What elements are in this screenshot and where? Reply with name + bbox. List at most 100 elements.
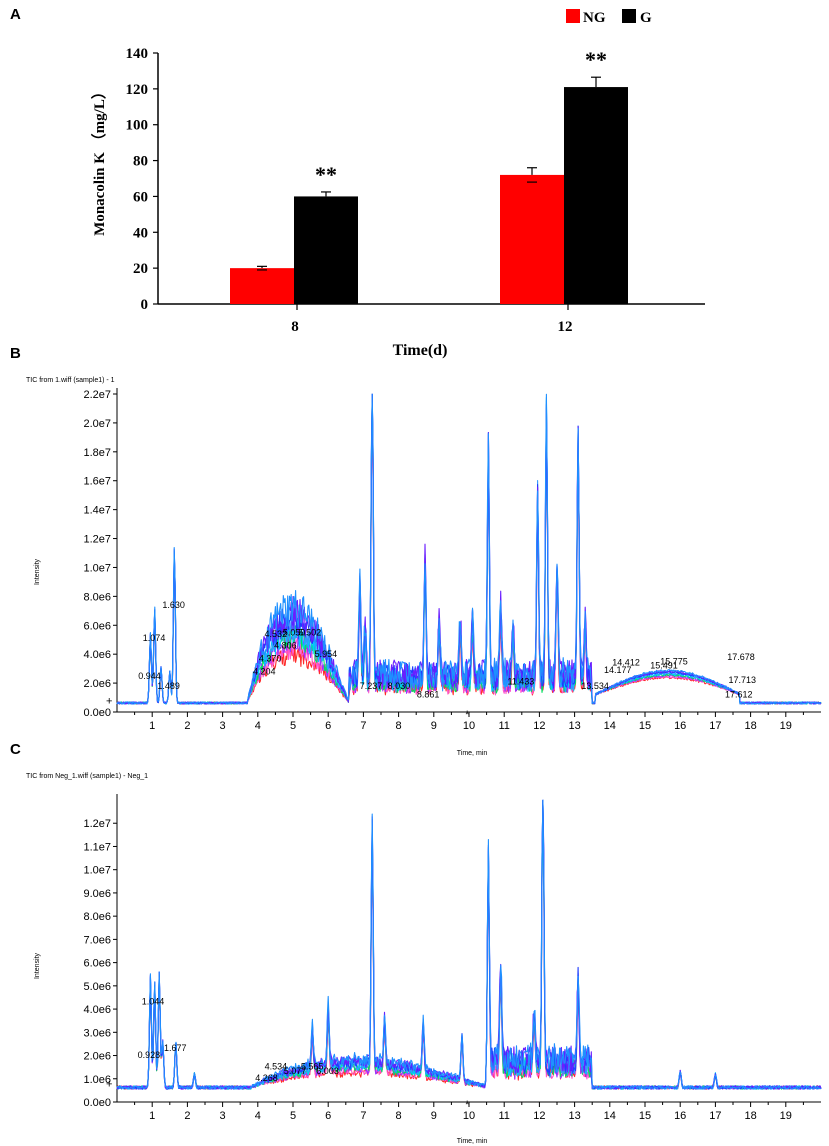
y-tick-label: 1.1e7: [83, 841, 111, 853]
peak-label: 4.806: [274, 640, 297, 650]
x-tick-label: 3: [220, 1110, 226, 1122]
legend: NG G: [566, 9, 652, 26]
y-tick-label: 2.0e6: [83, 678, 111, 690]
bar-chart: A NG G Monacolin K （mg/L） Time(d) 0 20 40 6…: [10, 6, 705, 359]
tic-trace: [116, 799, 822, 1090]
y-tick-label: 0.0e0: [83, 707, 111, 719]
x-tick-label: 11: [498, 1110, 509, 1122]
peak-label: 4.204: [253, 666, 276, 676]
x-tick-label: 7: [360, 1110, 366, 1122]
y-tick-label: 2.2e7: [83, 389, 111, 401]
bar-ng-8: [230, 268, 294, 304]
x-tick-label: 13: [568, 720, 580, 732]
x-tick-label: 9: [431, 1110, 437, 1122]
x-tick-label: 7: [360, 720, 366, 732]
y-tick-label: 6.0e6: [83, 620, 111, 632]
x-axis-label-b: Time, min: [457, 750, 488, 757]
tic-trace: [116, 399, 822, 705]
peak-label: 14.412: [612, 658, 640, 668]
x-tick-label: 12: [533, 1110, 545, 1122]
peak-label: 5.954: [315, 649, 338, 659]
y-tick-label: 4.0e6: [83, 1004, 111, 1016]
significance-mark: **: [585, 47, 607, 72]
peak-label: 0.944: [138, 671, 161, 681]
y-tick-label: 1.0e6: [83, 1074, 111, 1086]
x-tick-label: 8: [291, 319, 299, 335]
panel-label-c: C: [10, 741, 21, 758]
y-tick-label: 6.0e6: [83, 958, 111, 970]
y-tick-label: 80: [133, 154, 148, 170]
x-tick-label: 15: [639, 1110, 651, 1122]
x-tick-label: 19: [780, 1110, 792, 1122]
y-tick-label: 2.0e6: [83, 1051, 111, 1063]
peak-label: 5.077: [284, 1066, 307, 1076]
cursor-marker: *: [465, 1099, 470, 1111]
legend-swatch-ng: [566, 9, 580, 23]
y-tick-label: 0: [141, 297, 149, 313]
legend-label-ng: NG: [583, 10, 606, 26]
x-tick-label: 6: [325, 720, 331, 732]
x-tick-label: 10: [463, 1110, 475, 1122]
x-tick-label: 12: [533, 720, 545, 732]
peak-label: 1.630: [162, 600, 185, 610]
tic-trace: [116, 393, 822, 705]
x-tick-label: 1: [149, 720, 155, 732]
y-tick-label: 8.0e6: [83, 591, 111, 603]
y-tick-label: 60: [133, 189, 148, 205]
peak-label: 14.177: [604, 665, 632, 675]
y-axis-label-c: Intensity: [34, 952, 41, 979]
peak-label: 5.565: [301, 1061, 324, 1071]
x-axis-label: Time(d): [393, 342, 448, 359]
tic-trace: [116, 393, 822, 705]
x-tick-label: 18: [744, 720, 756, 732]
chart-title-b: TIC from 1.wiff (sample1) - 1: [26, 377, 115, 384]
cursor-marker: *: [465, 709, 470, 721]
peak-label: 1.044: [142, 996, 165, 1006]
y-tick-label: 4.0e6: [83, 649, 111, 661]
x-tick-label: 19: [780, 720, 792, 732]
chart-title-c: TIC from Neg_1.wiff (sample1) - Neg_1: [26, 773, 148, 780]
peak-label: 4.268: [255, 1073, 278, 1083]
peak-label: 13.534: [581, 681, 609, 691]
x-axis-label-c: Time, min: [457, 1138, 488, 1145]
tic-trace: [117, 393, 822, 705]
y-tick-label: 140: [126, 46, 149, 62]
tic-trace: [116, 799, 822, 1090]
peak-label: 17.713: [728, 675, 756, 685]
x-tick-label: 6: [325, 1110, 331, 1122]
y-tick-label: 1.2e7: [83, 818, 111, 830]
x-tick-label: 5: [290, 720, 296, 732]
tic-trace: [116, 799, 822, 1090]
tic-trace: [116, 799, 822, 1090]
x-tick-label: 8: [396, 1110, 402, 1122]
peak-label: 5.502: [299, 627, 322, 637]
x-tick-label: 12: [558, 319, 573, 335]
x-tick-label: 10: [463, 720, 475, 732]
peak-label: 0.928: [138, 1050, 161, 1060]
significance-mark: **: [315, 162, 337, 187]
x-tick-label: 17: [709, 720, 721, 732]
x-tick-label: 1: [149, 1110, 155, 1122]
y-axis-label-b: Intensity: [34, 558, 41, 585]
peak-label: 1.074: [143, 633, 166, 643]
peak-label: 4.532: [265, 629, 288, 639]
tic-trace: [116, 393, 822, 705]
tic-chromatogram-b: B TIC from 1.wiff (sample1) - 1 Intensit…: [10, 345, 822, 757]
peak-label: 17.612: [725, 690, 753, 700]
x-tick-label: 11: [498, 720, 509, 732]
y-tick-label: 7.0e6: [83, 934, 111, 946]
y-tick-label: 1.4e7: [83, 505, 111, 517]
peak-label: 6.003: [316, 1066, 339, 1076]
tic-trace: [116, 799, 822, 1090]
tic-trace: [116, 393, 822, 705]
peak-label: 15.775: [660, 656, 688, 666]
y-tick-label: 1.0e7: [83, 562, 111, 574]
panel-label-a: A: [10, 6, 21, 23]
x-tick-label: 3: [220, 720, 226, 732]
peak-label: 11.433: [507, 677, 534, 687]
x-tick-label: 5: [290, 1110, 296, 1122]
bar-g-12: [564, 87, 628, 304]
y-tick-label: 0.0e0: [83, 1097, 111, 1109]
y-tick-label: 100: [126, 118, 149, 134]
x-tick-label: 15: [639, 720, 651, 732]
